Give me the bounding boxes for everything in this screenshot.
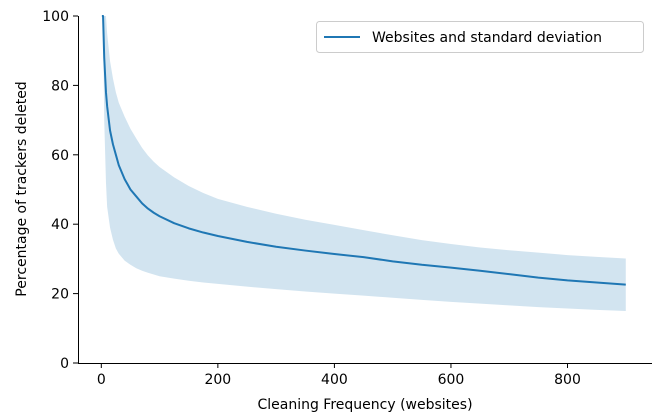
y-ticks: 0 20 40 60 80 100 bbox=[42, 9, 78, 372]
std-band bbox=[101, 16, 626, 311]
x-tick-label: 600 bbox=[438, 372, 465, 388]
legend: Websites and standard deviation bbox=[316, 21, 644, 53]
legend-frame bbox=[316, 21, 644, 53]
x-tick-label: 800 bbox=[554, 372, 581, 388]
x-axis-title: Cleaning Frequency (websites) bbox=[257, 397, 472, 413]
series-line-layer bbox=[101, 15, 626, 286]
x-tick-label: 400 bbox=[321, 372, 348, 388]
y-tick-label: 60 bbox=[51, 148, 69, 164]
x-ticks: 0 200 400 600 800 bbox=[97, 363, 581, 388]
x-tick-label: 0 bbox=[97, 372, 106, 388]
y-tick-label: 40 bbox=[51, 217, 69, 233]
y-tick-label: 80 bbox=[51, 78, 69, 94]
y-tick-label: 0 bbox=[60, 356, 69, 372]
series-line bbox=[101, 15, 626, 286]
y-tick-label: 100 bbox=[42, 9, 69, 25]
y-axis-title: Percentage of trackers deleted bbox=[14, 81, 30, 296]
y-tick-label: 20 bbox=[51, 287, 69, 303]
std-band-layer bbox=[101, 16, 626, 311]
x-tick-label: 200 bbox=[204, 372, 231, 388]
legend-label: Websites and standard deviation bbox=[372, 30, 602, 46]
